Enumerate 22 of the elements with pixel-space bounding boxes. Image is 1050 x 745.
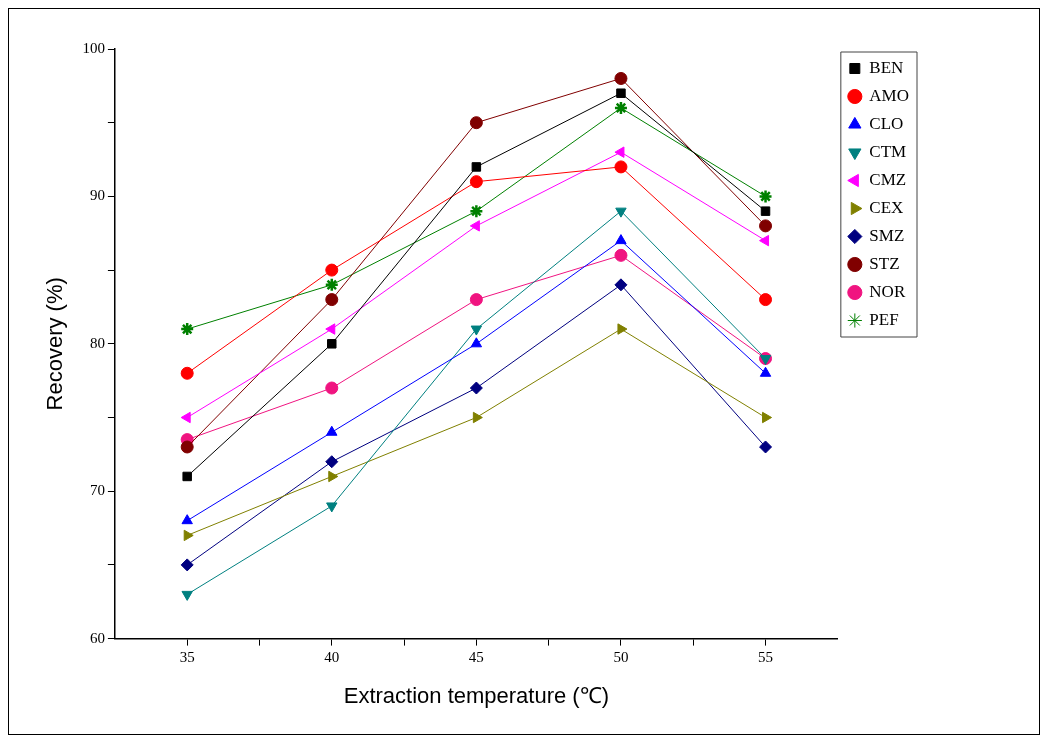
legend-label: AMO [869,85,909,105]
y-axis-title: Recovery (%) [42,277,68,411]
y-tick-label: 80 [89,334,105,351]
legend-label: CTM [869,141,907,161]
x-tick-label: 55 [758,648,774,665]
legend-label: SMZ [869,225,905,245]
y-tick-label: 70 [89,482,105,499]
x-tick-label: 40 [324,648,340,665]
legend-label: PEF [869,309,899,329]
legend-label: CEX [869,197,904,217]
x-tick-label: 35 [179,648,195,665]
legend-label: CLO [869,113,904,133]
y-tick-label: 90 [89,187,105,204]
x-axis-title: Extraction temperature (℃) [343,682,610,708]
legend-label: STZ [869,253,900,273]
legend-label: NOR [869,281,906,301]
y-tick-label: 100 [82,39,105,56]
x-tick-label: 50 [613,648,629,665]
y-tick-label: 60 [89,629,105,646]
legend-label: CMZ [869,169,907,189]
x-tick-label: 45 [468,648,484,665]
legend-label: BEN [869,57,904,77]
